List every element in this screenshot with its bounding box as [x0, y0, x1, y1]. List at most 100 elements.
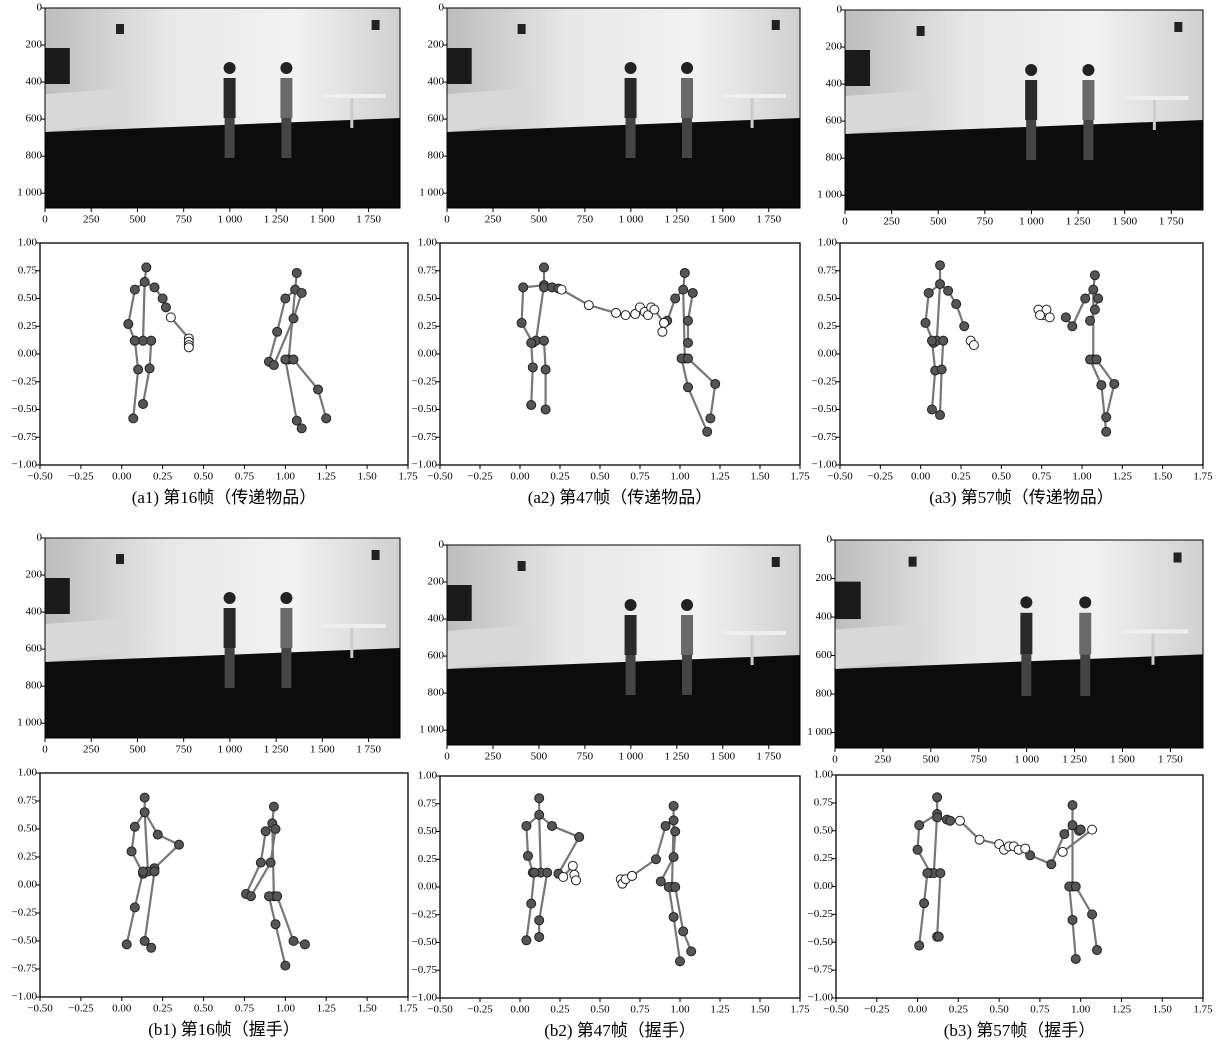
y-tick-label: 600 [816, 649, 833, 661]
x-tick-label: 1 750 [756, 751, 781, 763]
joint [680, 268, 689, 277]
x-tick-label: 750 [977, 216, 994, 228]
joint [915, 821, 924, 830]
axes-frame [440, 243, 800, 465]
photo-person-head [625, 62, 637, 74]
photo-screen [447, 585, 472, 621]
x-tick-label: 0.75 [1030, 1004, 1050, 1016]
x-tick-label: 1 000 [218, 214, 243, 226]
photo-table [322, 624, 386, 628]
y-tick-label: 0 [439, 539, 445, 551]
joint [130, 285, 139, 294]
photo-person-head [1025, 64, 1037, 76]
x-tick-label: −0.25 [68, 471, 94, 483]
photo-person-body [224, 608, 236, 648]
joint [671, 883, 680, 892]
figure: 02505007501 0001 2501 5001 7500200400600… [0, 0, 1221, 1049]
joint [519, 283, 528, 292]
y-tick-label: −0.25 [12, 375, 38, 387]
photo-person-legs [682, 118, 692, 158]
joint [139, 867, 148, 876]
x-tick-label: 1.75 [790, 471, 810, 483]
joint [522, 936, 531, 945]
y-tick-label: 0.00 [18, 348, 38, 360]
joint [134, 365, 143, 374]
photo-speaker [917, 26, 925, 36]
y-tick-label: 400 [26, 606, 43, 618]
x-tick-label: 1 250 [1062, 754, 1087, 766]
photo-person-legs [626, 655, 636, 695]
photo-speaker [1174, 552, 1182, 562]
joint [1094, 294, 1103, 303]
photo-floor [45, 648, 400, 738]
joint [684, 354, 693, 363]
y-tick-label: 0.75 [18, 264, 38, 276]
joint [934, 932, 943, 941]
y-tick-label: 0.25 [18, 320, 38, 332]
joint [540, 336, 549, 345]
joint [946, 816, 955, 825]
x-tick-label: 1 000 [1014, 754, 1039, 766]
hand-point [1088, 825, 1097, 834]
y-tick-label: −0.50 [812, 403, 838, 415]
joint [535, 794, 544, 803]
photo-speaker [116, 24, 124, 34]
x-tick-label: 0.25 [951, 471, 971, 483]
hand-point [612, 308, 621, 317]
joint [1102, 413, 1111, 422]
joint [652, 855, 661, 864]
joint [688, 288, 697, 297]
y-tick-label: 400 [826, 78, 843, 90]
joint [923, 869, 932, 878]
y-tick-label: 0.25 [818, 320, 838, 332]
joint [142, 263, 151, 272]
joint [541, 365, 550, 374]
y-tick-label: 600 [428, 113, 445, 125]
axes-frame [840, 243, 1203, 465]
joint [1092, 946, 1101, 955]
y-tick-label: −0.50 [412, 936, 438, 948]
y-tick-label: 0.75 [818, 264, 838, 276]
y-tick-label: 0.75 [814, 796, 834, 808]
y-tick-label: −0.75 [12, 963, 38, 975]
joint [273, 327, 282, 336]
joint [540, 263, 549, 272]
x-tick-label: −0.25 [864, 1004, 890, 1016]
joint [289, 937, 298, 946]
y-tick-label: 0.50 [418, 292, 438, 304]
x-tick-label: 0.00 [908, 1004, 928, 1016]
joint [1102, 427, 1111, 436]
x-tick-label: 1.50 [1153, 1004, 1173, 1016]
y-tick-label: −0.75 [12, 431, 38, 443]
joint [679, 285, 688, 294]
photo-person-head [625, 599, 637, 611]
joint [1071, 954, 1080, 963]
x-tick-label: 0.50 [194, 1003, 214, 1015]
photo-person-legs [682, 655, 692, 695]
x-tick-label: 0.00 [911, 471, 931, 483]
joint [130, 822, 139, 831]
x-tick-label: 750 [577, 214, 594, 226]
y-tick-label: −0.50 [412, 403, 438, 415]
x-tick-label: 0.50 [590, 471, 610, 483]
photo-person-legs [1026, 120, 1036, 160]
y-tick-label: 600 [26, 643, 43, 655]
hand-point [621, 311, 630, 320]
joint [527, 338, 536, 347]
y-tick-label: 200 [26, 569, 43, 581]
y-tick-label: −0.25 [808, 908, 834, 920]
y-tick-label: 0.25 [418, 853, 438, 865]
y-tick-label: 1.00 [418, 237, 438, 249]
x-tick-label: 1 500 [310, 214, 335, 226]
joint [161, 303, 170, 312]
x-tick-label: 750 [971, 754, 988, 766]
joint [656, 877, 665, 886]
joint [271, 920, 280, 929]
axes-frame [40, 773, 408, 997]
joint [936, 411, 945, 420]
x-tick-label: 250 [875, 754, 892, 766]
x-tick-label: 750 [175, 744, 192, 756]
joint [535, 932, 544, 941]
y-tick-label: 0 [837, 4, 843, 16]
photo-speaker [518, 24, 526, 34]
